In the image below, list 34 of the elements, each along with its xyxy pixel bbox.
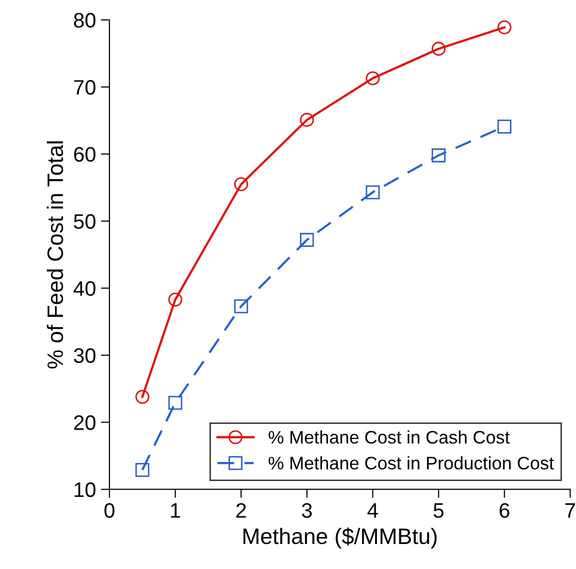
point: [234, 299, 248, 314]
x-tick-label: 2: [236, 503, 246, 518]
y-tick-label: 80: [74, 12, 96, 28]
y-tick-label: 10: [74, 482, 96, 498]
point: [300, 232, 314, 247]
y-tick-label: 40: [74, 281, 96, 296]
point: [168, 292, 182, 307]
y-tick-label: 50: [74, 214, 96, 229]
legend-label: % Methane Cost in Production Cost: [268, 456, 554, 470]
x-tick-label: 4: [367, 503, 378, 518]
point: [432, 42, 446, 56]
x-tick-label: 7: [566, 503, 575, 518]
x-tick-label: 6: [500, 503, 510, 518]
point: [168, 396, 182, 410]
point: [366, 185, 380, 200]
point: [135, 390, 150, 404]
x-tick-label: 1: [171, 503, 180, 518]
y-axis-title: % of Feed Cost in Total: [46, 141, 64, 368]
y-tick-label: 70: [74, 80, 96, 95]
point: [497, 20, 512, 34]
point: [135, 462, 150, 477]
point: [432, 148, 446, 162]
y-tick-label: 60: [74, 147, 96, 162]
point: [366, 71, 380, 86]
legend-label: % Methane Cost in Cash Cost: [268, 430, 510, 444]
x-tick-label: 5: [434, 503, 444, 518]
point: [234, 177, 248, 192]
y-tick-label: 30: [74, 348, 96, 363]
x-tick-label: 3: [302, 503, 312, 518]
y-tick-label: 20: [74, 415, 96, 430]
point: [300, 112, 314, 127]
x-axis-title: Methane ($/MMBtu): [243, 528, 437, 549]
x-tick-label: 0: [104, 503, 114, 518]
point: [497, 120, 512, 134]
